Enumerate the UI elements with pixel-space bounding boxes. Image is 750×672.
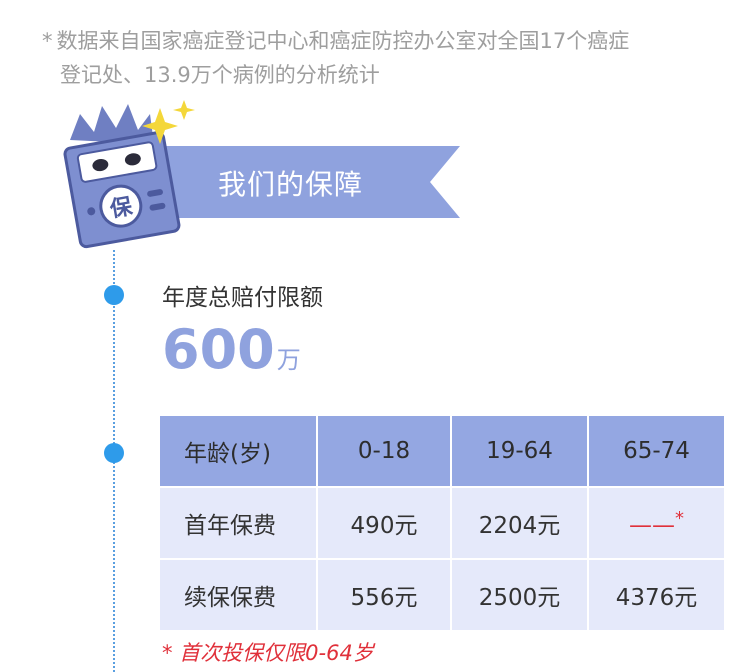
first-year-65-74: ——* — [587, 486, 726, 560]
not-available-dash: —— — [629, 512, 675, 539]
section-title: 我们的保障 — [218, 168, 364, 201]
header-age-65-74: 65-74 — [587, 414, 726, 488]
header-age: 年龄(岁) — [158, 414, 318, 488]
header-age-19-64: 19-64 — [450, 414, 589, 488]
note-line-1: 数据来自国家癌症登记中心和癌症防控办公室对全国17个癌症 — [56, 29, 630, 53]
note-line-2: 登记处、13.9万个病例的分析统计 — [60, 63, 380, 87]
renewal-0-18: 556元 — [316, 558, 452, 632]
table-row: 续保保费 556元 2500元 4376元 — [158, 558, 726, 632]
annual-limit-label: 年度总赔付限额 — [162, 285, 323, 311]
row-label-renewal: 续保保费 — [158, 558, 318, 632]
annual-limit-unit: 万 — [276, 346, 301, 374]
section-ribbon — [130, 146, 460, 218]
timeline-dot-table — [104, 443, 124, 463]
first-year-0-18: 490元 — [316, 486, 452, 560]
insurance-mascot-icon: 保 — [63, 100, 195, 249]
renewal-19-64: 2500元 — [450, 558, 589, 632]
data-source-note: * 数据来自国家癌症登记中心和癌症防控办公室对全国17个癌症 登记处、13.9万个… — [42, 24, 732, 92]
header-age-0-18: 0-18 — [316, 414, 452, 488]
timeline-dot-limit — [104, 285, 124, 305]
table-header-row: 年龄(岁) 0-18 19-64 65-74 — [158, 414, 726, 488]
age-restriction-footnote: * 首次投保仅限0-64岁 — [162, 641, 374, 665]
note-asterisk: * — [42, 29, 53, 53]
renewal-65-74: 4376元 — [587, 558, 726, 632]
first-year-19-64: 2204元 — [450, 486, 589, 560]
premium-table: 年龄(岁) 0-18 19-64 65-74 首年保费 490元 2204元 —… — [158, 414, 726, 632]
annual-limit-number: 600 — [162, 318, 275, 381]
mascot-badge-text: 保 — [107, 194, 135, 223]
annual-limit-value: 600万 — [162, 312, 301, 398]
row-label-first-year: 首年保费 — [158, 486, 318, 560]
table-row: 首年保费 490元 2204元 ——* — [158, 486, 726, 560]
not-available-asterisk: * — [675, 507, 684, 529]
